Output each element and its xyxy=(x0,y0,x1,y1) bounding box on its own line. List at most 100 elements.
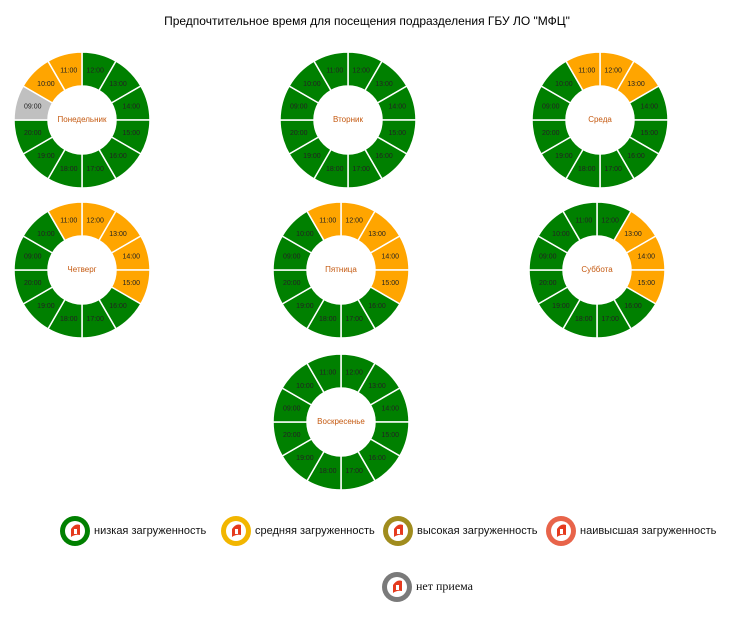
time-label: 10:00 xyxy=(296,383,314,390)
time-label: 19:00 xyxy=(37,153,55,160)
time-label: 14:00 xyxy=(637,254,655,261)
time-label: 18:00 xyxy=(60,166,78,173)
time-label: 14:00 xyxy=(381,254,399,261)
time-label: 16:00 xyxy=(109,303,127,310)
day-label: Понедельник xyxy=(58,115,107,124)
legend-item: наивысшая загруженность xyxy=(546,516,717,546)
time-label: 20:00 xyxy=(24,130,42,137)
time-label: 20:00 xyxy=(283,432,301,439)
time-label: 09:00 xyxy=(539,254,557,261)
donut: 12:00 13:00 14:00 15:00 16:00 17:00 18:00 19:00… xyxy=(13,201,151,339)
legend-logo-mark xyxy=(74,529,77,534)
time-label: 11:00 xyxy=(326,68,343,75)
time-segment xyxy=(46,51,83,92)
time-label: 20:00 xyxy=(24,280,42,287)
time-label: 18:00 xyxy=(60,316,78,323)
time-label: 17:00 xyxy=(352,166,370,173)
time-label: 09:00 xyxy=(290,104,308,111)
time-label: 19:00 xyxy=(555,153,573,160)
legend-logo-mark xyxy=(235,529,238,534)
legend-label: наивысшая загруженность xyxy=(580,525,717,537)
time-label: 18:00 xyxy=(319,468,337,475)
time-label: 16:00 xyxy=(627,153,645,160)
time-label: 10:00 xyxy=(37,81,55,88)
time-label: 16:00 xyxy=(368,303,386,310)
time-label: 14:00 xyxy=(381,406,399,413)
day-label: Пятница xyxy=(325,265,357,274)
time-label: 09:00 xyxy=(24,254,42,261)
day-label: Воскресенье xyxy=(317,417,365,426)
time-label: 15:00 xyxy=(381,432,399,439)
legend-logo-mark xyxy=(397,529,400,534)
time-label: 09:00 xyxy=(542,104,560,111)
time-label: 13:00 xyxy=(368,383,386,390)
time-label: 13:00 xyxy=(109,231,127,238)
time-label: 13:00 xyxy=(627,81,645,88)
time-segment xyxy=(561,201,598,242)
time-label: 12:00 xyxy=(345,218,363,225)
donut: 12:00 13:00 14:00 15:00 16:00 17:00 18:00 19:00… xyxy=(272,353,410,491)
time-segment xyxy=(564,51,601,92)
time-label: 19:00 xyxy=(303,153,321,160)
day-label: Суббота xyxy=(581,265,613,274)
legend-label: низкая загруженность xyxy=(94,525,207,537)
time-label: 20:00 xyxy=(290,130,308,137)
time-label: 13:00 xyxy=(368,231,386,238)
time-label: 11:00 xyxy=(319,218,336,225)
time-label: 10:00 xyxy=(37,231,55,238)
time-label: 18:00 xyxy=(319,316,337,323)
time-label: 17:00 xyxy=(86,316,104,323)
time-label: 16:00 xyxy=(624,303,642,310)
donut: 12:00 13:00 14:00 15:00 16:00 17:00 18:00 19:00… xyxy=(279,51,417,189)
time-label: 16:00 xyxy=(368,455,386,462)
time-label: 09:00 xyxy=(283,406,301,413)
legend-label: нет приема xyxy=(416,579,474,593)
legend-logo-mark xyxy=(396,585,399,590)
time-label: 12:00 xyxy=(86,218,104,225)
day-label: Четверг xyxy=(67,265,96,274)
time-label: 11:00 xyxy=(60,68,77,75)
time-label: 15:00 xyxy=(122,280,140,287)
time-label: 20:00 xyxy=(542,130,560,137)
time-label: 15:00 xyxy=(388,130,406,137)
time-label: 12:00 xyxy=(604,68,622,75)
time-label: 11:00 xyxy=(60,218,77,225)
time-label: 17:00 xyxy=(345,316,363,323)
time-label: 10:00 xyxy=(552,231,570,238)
time-label: 19:00 xyxy=(296,455,314,462)
time-label: 20:00 xyxy=(539,280,557,287)
donut: 12:00 13:00 14:00 15:00 16:00 17:00 18:00 19:00… xyxy=(531,51,669,189)
time-label: 14:00 xyxy=(122,254,140,261)
time-segment xyxy=(305,353,342,394)
legend-item: низкая загруженность xyxy=(60,516,207,546)
legend-item: нет приема xyxy=(382,572,474,602)
time-label: 13:00 xyxy=(375,81,393,88)
time-label: 14:00 xyxy=(122,104,140,111)
time-label: 09:00 xyxy=(24,104,42,111)
legend-logo-mark xyxy=(560,529,563,534)
time-label: 15:00 xyxy=(381,280,399,287)
time-label: 17:00 xyxy=(601,316,619,323)
time-label: 17:00 xyxy=(86,166,104,173)
time-label: 12:00 xyxy=(345,370,363,377)
title: Предпочтительное время для посещения под… xyxy=(164,14,570,28)
time-label: 11:00 xyxy=(319,370,336,377)
time-label: 18:00 xyxy=(575,316,593,323)
legend-label: средняя загруженность xyxy=(255,525,375,537)
time-label: 09:00 xyxy=(283,254,301,261)
time-label: 14:00 xyxy=(640,104,658,111)
time-label: 13:00 xyxy=(624,231,642,238)
time-label: 11:00 xyxy=(575,218,592,225)
time-label: 14:00 xyxy=(388,104,406,111)
time-segment xyxy=(46,201,83,242)
time-label: 19:00 xyxy=(552,303,570,310)
time-label: 18:00 xyxy=(578,166,596,173)
time-label: 12:00 xyxy=(352,68,370,75)
time-label: 15:00 xyxy=(637,280,655,287)
time-label: 19:00 xyxy=(37,303,55,310)
time-label: 17:00 xyxy=(604,166,622,173)
time-label: 16:00 xyxy=(375,153,393,160)
time-segment xyxy=(305,201,342,242)
time-label: 11:00 xyxy=(578,68,595,75)
